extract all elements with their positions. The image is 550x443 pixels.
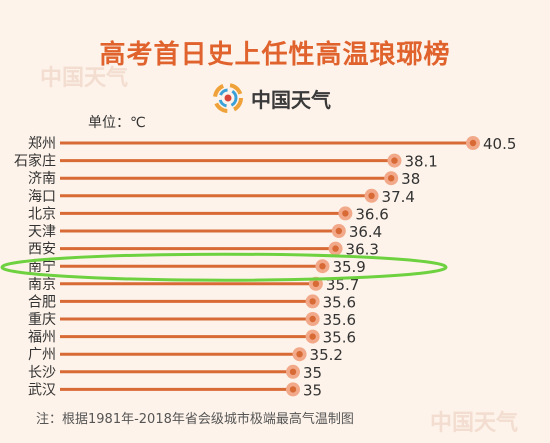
category-label: 广州 — [28, 347, 56, 363]
category-label: 海口 — [28, 189, 56, 205]
watermark-bottom-right: 中国天气 — [430, 411, 519, 436]
footnote: 注：根据1981年-2018年省会级城市极端最高气温制图 — [36, 412, 354, 427]
bar-end-dot-core — [332, 245, 339, 252]
value-label: 40.5 — [483, 135, 516, 153]
value-label: 36.6 — [355, 205, 388, 223]
value-label: 38 — [401, 170, 420, 188]
category-label: 长沙 — [28, 365, 56, 381]
category-label: 天津 — [28, 224, 56, 240]
value-label: 37.4 — [382, 188, 415, 206]
category-label: 南京 — [28, 277, 56, 293]
value-label: 36.4 — [349, 223, 382, 241]
category-label: 石家庄 — [14, 153, 56, 170]
category-label: 郑州 — [28, 136, 56, 152]
unit-label: 单位：℃ — [88, 115, 146, 131]
value-label: 36.3 — [346, 241, 379, 259]
bar-end-dot-core — [312, 280, 320, 287]
china-weather-logo-icon — [213, 83, 243, 113]
value-label: 35.6 — [323, 293, 356, 311]
value-label: 35.6 — [323, 311, 356, 329]
value-label: 35.9 — [332, 258, 365, 276]
bar-end-dot-core — [342, 210, 349, 217]
bar-end-dot-core — [289, 386, 297, 393]
value-label: 35.7 — [326, 276, 359, 294]
bar-end-dot-core — [469, 139, 477, 147]
bar-end-dot-core — [387, 175, 395, 182]
category-label: 武汉 — [28, 382, 56, 398]
brand-name: 中国天气 — [251, 87, 331, 112]
bar-end-dot-core — [296, 351, 303, 358]
bar-end-dot-core — [309, 333, 316, 340]
bar-end-dot-core — [289, 368, 297, 375]
highlight-ring — [0, 252, 448, 282]
category-label: 济南 — [28, 171, 56, 187]
brand: 中国天气 — [213, 82, 331, 114]
bar-end-dot-core — [335, 227, 343, 235]
chart-title: 高考首日史上任性高温琅琊榜 — [99, 40, 451, 70]
value-label: 35 — [303, 381, 322, 399]
category-label: 福州 — [28, 330, 56, 346]
bar-end-dot-core — [368, 192, 375, 199]
value-label: 35.6 — [323, 329, 356, 347]
value-label: 35.2 — [310, 346, 343, 364]
category-label: 重庆 — [28, 312, 56, 328]
category-label: 合肥 — [28, 294, 56, 310]
bar-end-dot-core — [309, 298, 316, 305]
watermark-top-left: 中国天气 — [40, 66, 129, 91]
category-label: 南宁 — [28, 258, 56, 275]
category-label: 西安 — [28, 242, 56, 258]
bar-end-dot-core — [319, 263, 326, 270]
value-label: 35 — [303, 364, 322, 382]
category-label: 北京 — [28, 206, 56, 222]
value-label: 38.1 — [404, 153, 437, 171]
bar-end-dot-core — [309, 315, 316, 323]
bar-end-dot-core — [391, 157, 398, 164]
